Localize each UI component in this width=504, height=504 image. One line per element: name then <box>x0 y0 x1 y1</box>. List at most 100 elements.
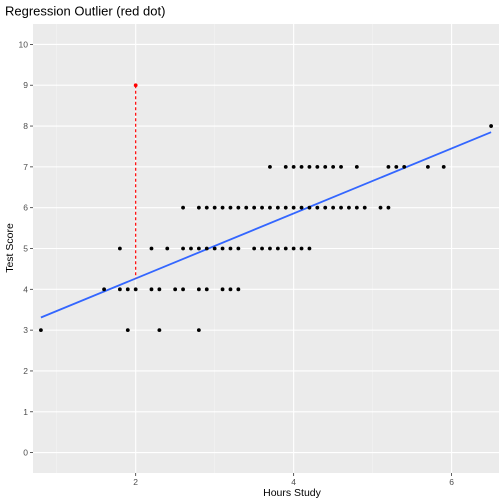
data-point <box>220 287 225 292</box>
y-tick-label: 7 <box>23 162 28 172</box>
y-tick-label: 5 <box>23 244 28 254</box>
data-point <box>339 164 343 169</box>
data-point <box>196 328 201 333</box>
data-point <box>117 287 122 292</box>
data-point <box>354 164 359 169</box>
data-point <box>378 205 383 210</box>
data-point <box>125 287 130 292</box>
data-point <box>38 328 43 333</box>
data-point <box>260 205 264 210</box>
data-point <box>173 287 178 292</box>
data-point <box>307 164 312 169</box>
data-point <box>386 205 391 210</box>
data-point <box>189 246 193 251</box>
data-point <box>102 287 106 292</box>
data-point <box>220 246 225 251</box>
data-point <box>323 205 328 210</box>
data-point <box>402 164 407 169</box>
data-point <box>291 164 296 169</box>
data-point <box>268 164 272 169</box>
data-point <box>228 287 233 292</box>
data-point <box>275 246 280 251</box>
y-tick-label: 3 <box>23 325 28 335</box>
data-point <box>331 164 336 169</box>
data-point <box>196 287 201 292</box>
data-point <box>252 246 257 251</box>
data-point <box>441 164 446 169</box>
data-point <box>157 287 162 292</box>
data-point <box>133 287 138 292</box>
y-tick-label: 6 <box>23 203 28 213</box>
x-tick-label: 2 <box>133 477 138 487</box>
data-point <box>283 205 288 210</box>
data-point <box>354 205 359 210</box>
data-points <box>38 83 494 333</box>
data-point <box>339 205 343 210</box>
data-point <box>181 287 185 292</box>
data-point <box>181 246 185 251</box>
y-tick-label: 0 <box>23 448 28 458</box>
data-point <box>347 205 351 210</box>
data-point <box>204 246 209 251</box>
data-point <box>236 205 241 210</box>
data-point <box>315 205 320 210</box>
data-point <box>268 205 272 210</box>
x-tick-label: 4 <box>291 477 296 487</box>
axis-ticks: 0 1 2 3 4 5 6 7 8 9 10 2 4 6 <box>19 39 455 487</box>
data-point <box>323 164 328 169</box>
data-point <box>204 205 209 210</box>
data-point <box>149 246 154 251</box>
data-point <box>236 287 241 292</box>
data-point <box>426 164 430 169</box>
data-point <box>157 328 162 333</box>
data-point <box>165 246 170 251</box>
data-point <box>204 287 209 292</box>
data-point <box>196 246 201 251</box>
data-point <box>489 124 494 128</box>
data-point <box>212 205 217 210</box>
y-tick-label: 2 <box>23 366 28 376</box>
data-point <box>299 205 304 210</box>
data-point <box>181 205 185 210</box>
data-point <box>394 164 399 169</box>
data-point <box>283 246 288 251</box>
data-point <box>386 164 391 169</box>
y-tick-label: 10 <box>19 39 29 49</box>
data-point <box>228 246 233 251</box>
data-point <box>236 246 241 251</box>
data-point <box>283 164 288 169</box>
data-point <box>260 246 264 251</box>
y-axis-title: Test Score <box>4 223 16 273</box>
data-point <box>268 246 272 251</box>
data-point <box>125 328 130 333</box>
data-point <box>117 246 122 251</box>
data-point <box>220 205 225 210</box>
data-point <box>275 205 280 210</box>
chart-title: Regression Outlier (red dot) <box>5 4 165 19</box>
regression-fit <box>40 85 492 319</box>
data-point <box>307 205 312 210</box>
x-tick-label: 6 <box>449 477 454 487</box>
data-point <box>244 205 249 210</box>
y-tick-label: 9 <box>23 80 28 90</box>
data-point <box>331 205 336 210</box>
data-point <box>291 246 296 251</box>
data-point <box>315 164 320 169</box>
data-point <box>291 205 296 210</box>
data-point <box>196 205 201 210</box>
data-point <box>228 205 233 210</box>
data-point <box>299 246 304 251</box>
y-tick-label: 1 <box>23 407 28 417</box>
data-point <box>149 287 154 292</box>
data-point <box>252 205 257 210</box>
y-tick-label: 4 <box>23 284 28 294</box>
data-point <box>307 246 312 251</box>
data-point <box>212 246 217 251</box>
regression-line <box>40 131 492 319</box>
x-axis-title: Hours Study <box>263 487 322 499</box>
data-point <box>299 164 304 169</box>
data-point <box>362 205 367 210</box>
outlier-point <box>133 83 138 88</box>
y-tick-label: 8 <box>23 121 28 131</box>
